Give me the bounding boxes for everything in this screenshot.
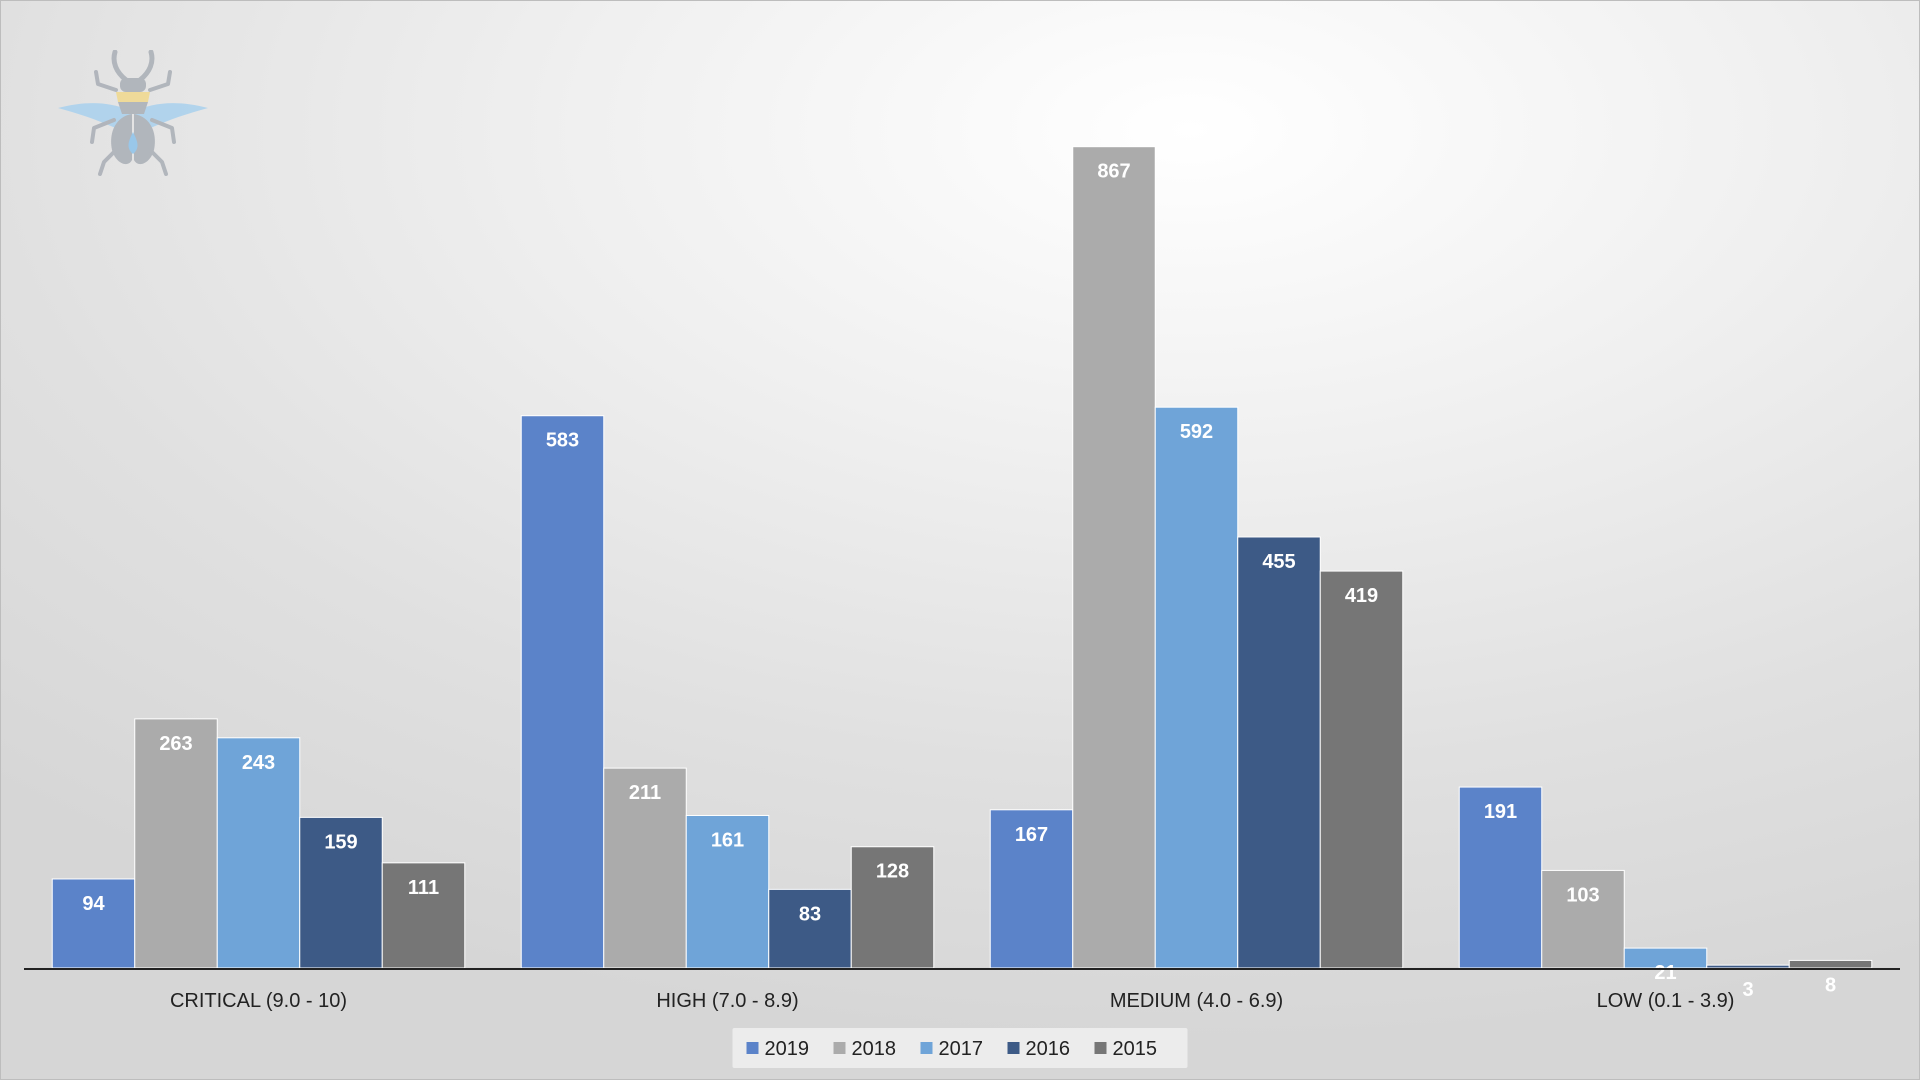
category-label-2: MEDIUM (4.0 - 6.9) xyxy=(1110,990,1283,1012)
bar-2017-1 xyxy=(685,814,770,969)
bar-2015-0 xyxy=(381,862,466,969)
legend-label-2019: 2019 xyxy=(765,1038,810,1060)
data-label-2019-1: 583 xyxy=(546,430,579,452)
legend-swatch-2019 xyxy=(746,1042,759,1054)
data-label-2015-2: 419 xyxy=(1345,585,1378,607)
bar-2018-2 xyxy=(1072,146,1156,969)
legend-label-2015: 2015 xyxy=(1113,1038,1158,1060)
category-label-3: LOW (0.1 - 3.9) xyxy=(1597,990,1735,1012)
legend-background xyxy=(732,1028,1188,1068)
bar-2016-1 xyxy=(768,888,852,969)
beetle-logo-icon xyxy=(58,49,208,180)
legend-swatch-2017 xyxy=(920,1042,933,1054)
legend-swatch-2016 xyxy=(1007,1042,1020,1054)
bar-2016-2 xyxy=(1237,536,1321,969)
bar-2015-2 xyxy=(1319,570,1404,969)
data-label-2017-1: 161 xyxy=(711,829,744,851)
data-label-2018-0: 263 xyxy=(159,733,192,755)
data-label-2015-3: 8 xyxy=(1825,974,1836,996)
data-label-2019-2: 167 xyxy=(1015,824,1048,846)
legend-label-2018: 2018 xyxy=(852,1038,897,1060)
legend-swatch-2015 xyxy=(1094,1042,1107,1054)
data-label-2016-1: 83 xyxy=(799,903,821,925)
category-label-1: HIGH (7.0 - 8.9) xyxy=(656,990,798,1012)
data-label-2015-1: 128 xyxy=(876,861,909,883)
category-labels-layer: CRITICAL (9.0 - 10) HIGH (7.0 - 8.9) MEDIU… xyxy=(170,990,1734,1012)
data-label-2018-3: 103 xyxy=(1566,884,1599,906)
bar-2016-0 xyxy=(299,816,383,969)
bar-2015-1 xyxy=(850,846,935,969)
bar-2019-2 xyxy=(989,809,1074,969)
category-label-0: CRITICAL (9.0 - 10) xyxy=(170,990,347,1012)
data-label-2018-2: 867 xyxy=(1097,161,1130,183)
bar-2018-0 xyxy=(134,718,218,969)
data-label-2018-1: 211 xyxy=(629,782,661,804)
bar-2015-3 xyxy=(1788,959,1873,969)
data-label-2016-3: 3 xyxy=(1742,979,1753,1001)
data-label-2016-2: 455 xyxy=(1262,551,1295,573)
bar-2019-3 xyxy=(1458,786,1543,969)
bar-2019-1 xyxy=(520,415,605,969)
data-label-2019-0: 94 xyxy=(82,893,105,915)
data-label-2017-3: 21 xyxy=(1654,962,1676,984)
bar-2018-1 xyxy=(603,767,687,969)
bar-2016-3 xyxy=(1706,964,1790,969)
data-label-2017-2: 592 xyxy=(1180,421,1213,443)
data-label-2016-0: 159 xyxy=(324,831,357,853)
data-labels-layer: 9426324315911158321116183128167867592455… xyxy=(82,161,1836,1001)
legend-label-2016: 2016 xyxy=(1026,1038,1071,1060)
bar-2019-0 xyxy=(51,878,136,969)
bar-2017-0 xyxy=(216,737,301,969)
legend-label-2017: 2017 xyxy=(939,1038,984,1060)
legend: 2019 2018 2017 2016 2015 xyxy=(732,1028,1188,1068)
data-label-2017-0: 243 xyxy=(242,752,275,774)
bars-layer xyxy=(51,146,1873,969)
data-label-2019-3: 191 xyxy=(1484,801,1517,823)
data-label-2015-0: 111 xyxy=(408,877,439,899)
legend-swatch-2018 xyxy=(833,1042,846,1054)
bar-2018-3 xyxy=(1541,869,1625,969)
bar-2017-2 xyxy=(1154,406,1239,969)
